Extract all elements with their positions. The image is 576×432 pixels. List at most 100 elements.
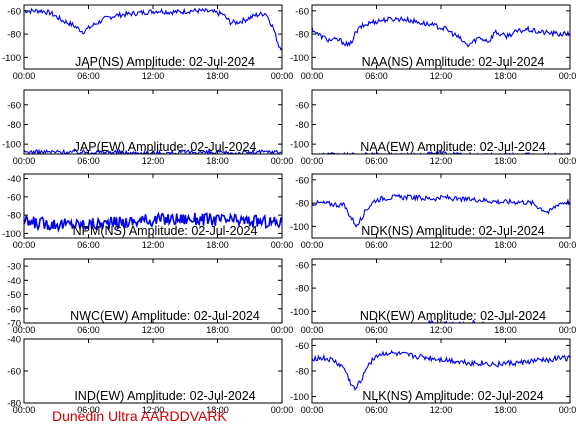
y-tick-label: -60: [295, 100, 309, 111]
y-tick-label: -30: [7, 262, 21, 273]
x-tick-label: 00:00: [559, 405, 576, 415]
series-line: [312, 349, 570, 392]
y-tick-label: -50: [7, 290, 21, 301]
x-tick-label: 06:00: [365, 71, 388, 81]
chart-panel-3: -100 -80 -60 00:00 06:00 12:00 18:00 00:00 NAA(E…: [290, 89, 576, 166]
series-line: [421, 319, 484, 323]
x-tick-label: 00:00: [559, 156, 576, 166]
y-tick-label: -40: [7, 335, 21, 346]
x-tick-label: 18:00: [494, 405, 517, 415]
x-tick-label: 12:00: [142, 405, 165, 415]
x-tick-label: 06:00: [365, 405, 388, 415]
x-tick-label: 00:00: [271, 240, 294, 250]
y-tick-label: -100: [290, 307, 309, 318]
y-tick-label: -80: [7, 399, 21, 410]
x-tick-label: 06:00: [365, 325, 388, 335]
y-tick-label: -40: [7, 276, 21, 287]
y-tick-label: -60: [295, 260, 309, 271]
y-tick-label: -100: [290, 222, 309, 233]
x-tick-label: 06:00: [77, 405, 100, 415]
y-tick-label: -80: [295, 120, 309, 131]
series-line: [24, 7, 282, 51]
chart-title: NLK(NS) Amplitude: 02-Jul-2024: [362, 389, 543, 403]
y-tick-label: -100: [2, 53, 21, 64]
chart-title: NPM(NS) Amplitude: 02-Jul-2024: [73, 224, 258, 238]
x-tick-label: 00:00: [559, 325, 576, 335]
y-tick-label: -60: [7, 304, 21, 315]
x-tick-label: 06:00: [77, 71, 100, 81]
y-tick-label: -100: [290, 53, 309, 64]
chart-title: NDK(EW) Amplitude: 02-Jul-2024: [360, 309, 546, 323]
x-tick-label: 12:00: [430, 156, 453, 166]
x-tick-label: 00:00: [301, 156, 324, 166]
y-tick-label: -100: [290, 140, 309, 151]
chart-panel-4: -100 -80 -60 -40 00:00 06:00 12:00 18:00 00:00 NP…: [2, 173, 294, 250]
chart-title: NWC(EW) Amplitude: 02-Jul-2024: [70, 309, 260, 323]
x-tick-label: 00:00: [271, 325, 294, 335]
x-tick-label: 00:00: [301, 325, 324, 335]
x-tick-label: 18:00: [494, 156, 517, 166]
x-tick-label: 00:00: [271, 71, 294, 81]
chart-panel-6: -70 -60 -50 -40 -30 00:00 06:00 12:00 18:00 00:00…: [7, 258, 294, 335]
x-tick-label: 18:00: [494, 71, 517, 81]
y-tick-label: -60: [7, 100, 21, 111]
x-tick-label: 00:00: [13, 240, 36, 250]
series-line: [312, 15, 570, 48]
x-tick-label: 00:00: [559, 240, 576, 250]
x-tick-label: 12:00: [430, 71, 453, 81]
x-tick-label: 00:00: [271, 156, 294, 166]
x-tick-label: 12:00: [142, 156, 165, 166]
chart-title: NDK(NS) Amplitude: 02-Jul-2024: [361, 224, 544, 238]
x-tick-label: 18:00: [206, 325, 229, 335]
y-tick-label: -80: [295, 30, 309, 41]
y-tick-label: -80: [7, 120, 21, 131]
x-tick-label: 12:00: [142, 71, 165, 81]
x-tick-label: 12:00: [430, 405, 453, 415]
y-tick-label: -60: [295, 341, 309, 352]
x-tick-label: 00:00: [559, 71, 576, 81]
x-tick-label: 00:00: [301, 240, 324, 250]
y-tick-label: -80: [295, 199, 309, 210]
chart-panel-1: -100 -80 -60 00:00 06:00 12:00 18:00 00:00 NAA(N…: [290, 4, 576, 81]
x-tick-label: 12:00: [430, 325, 453, 335]
chart-title: NAA(NS) Amplitude: 02-Jul-2024: [362, 55, 545, 69]
footer-label: Dunedin Ultra AARDDVARK: [52, 408, 227, 424]
chart-panel-2: -100 -80 -60 00:00 06:00 12:00 18:00 00:00 JAP(E…: [2, 89, 294, 166]
y-tick-label: -60: [7, 6, 21, 17]
x-tick-label: 06:00: [77, 325, 100, 335]
chart-panel-0: -100 -80 -60 00:00 06:00 12:00 18:00 00:00 JAP(N…: [2, 4, 294, 81]
y-tick-label: -100: [2, 140, 21, 151]
series-line: [312, 193, 570, 229]
y-tick-label: -70: [7, 319, 21, 330]
x-tick-label: 18:00: [206, 156, 229, 166]
chart-title: JAP(NS) Amplitude: 02-Jul-2024: [75, 55, 255, 69]
y-tick-label: -60: [7, 367, 21, 378]
x-tick-label: 18:00: [206, 71, 229, 81]
x-tick-label: 18:00: [494, 240, 517, 250]
x-tick-label: 12:00: [142, 325, 165, 335]
y-tick-label: -60: [7, 192, 21, 203]
y-tick-label: -60: [295, 175, 309, 186]
x-tick-label: 00:00: [13, 405, 36, 415]
x-tick-label: 00:00: [13, 325, 36, 335]
x-tick-label: 12:00: [142, 240, 165, 250]
x-tick-label: 06:00: [77, 240, 100, 250]
chart-panel-8: -80 -60 -40 00:00 06:00 12:00 18:00 00:00 IND(EW…: [7, 335, 293, 416]
chart-panel-9: -100 -80 -60 00:00 06:00 12:00 18:00 00:00 NLK(N…: [290, 338, 576, 415]
y-tick-label: -100: [290, 392, 309, 403]
y-tick-label: -80: [295, 284, 309, 295]
chart-panel-5: -100 -80 -60 00:00 06:00 12:00 18:00 00:00 NDK(N…: [290, 173, 576, 250]
chart-title: NAA(EW) Amplitude: 02-Jul-2024: [360, 140, 546, 154]
x-tick-label: 06:00: [365, 240, 388, 250]
y-tick-label: -40: [7, 174, 21, 185]
x-tick-label: 00:00: [271, 405, 294, 415]
x-tick-label: 06:00: [365, 156, 388, 166]
x-tick-label: 18:00: [206, 240, 229, 250]
y-tick-label: -60: [295, 6, 309, 17]
chart-title: JAP(EW) Amplitude: 02-Jul-2024: [74, 140, 257, 154]
series-line: [24, 211, 282, 233]
y-tick-label: -100: [2, 229, 21, 240]
x-tick-label: 00:00: [301, 405, 324, 415]
y-tick-label: -80: [7, 211, 21, 222]
